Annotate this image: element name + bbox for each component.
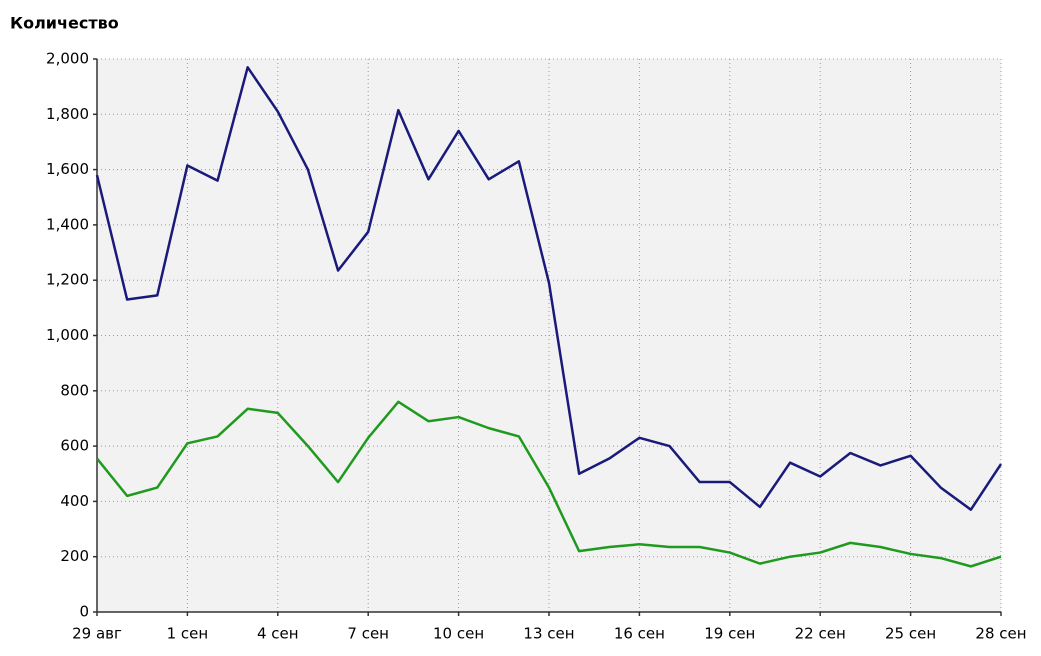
x-tick-label: 7 сен <box>347 625 389 643</box>
x-tick-label: 16 сен <box>614 625 665 643</box>
y-tick-label: 2,000 <box>46 50 89 68</box>
y-tick-label: 1,000 <box>46 326 89 344</box>
x-tick-label: 25 сен <box>885 625 936 643</box>
y-tick-label: 400 <box>60 492 89 510</box>
y-tick-label: 800 <box>60 381 89 399</box>
y-tick-label: 1,600 <box>46 160 89 178</box>
x-tick-label: 10 сен <box>433 625 484 643</box>
x-tick-label: 28 сен <box>975 625 1026 643</box>
series-line <box>95 66 1003 511</box>
chart-title: Количество <box>10 14 119 33</box>
y-tick-label: 600 <box>60 437 89 455</box>
series-line <box>96 400 1002 568</box>
y-tick-label: 0 <box>79 603 89 621</box>
x-tick-label: 29 авг <box>72 625 122 643</box>
x-tick-label: 1 сен <box>167 625 209 643</box>
y-tick-label: 200 <box>60 547 89 565</box>
x-tick-label: 22 сен <box>795 625 846 643</box>
x-tick-label: 13 сен <box>523 625 574 643</box>
y-tick-label: 1,400 <box>46 215 89 233</box>
x-tick-label: 4 сен <box>257 625 299 643</box>
y-tick-label: 1,200 <box>46 271 89 289</box>
y-tick-label: 1,800 <box>46 105 89 123</box>
x-tick-label: 19 сен <box>704 625 755 643</box>
